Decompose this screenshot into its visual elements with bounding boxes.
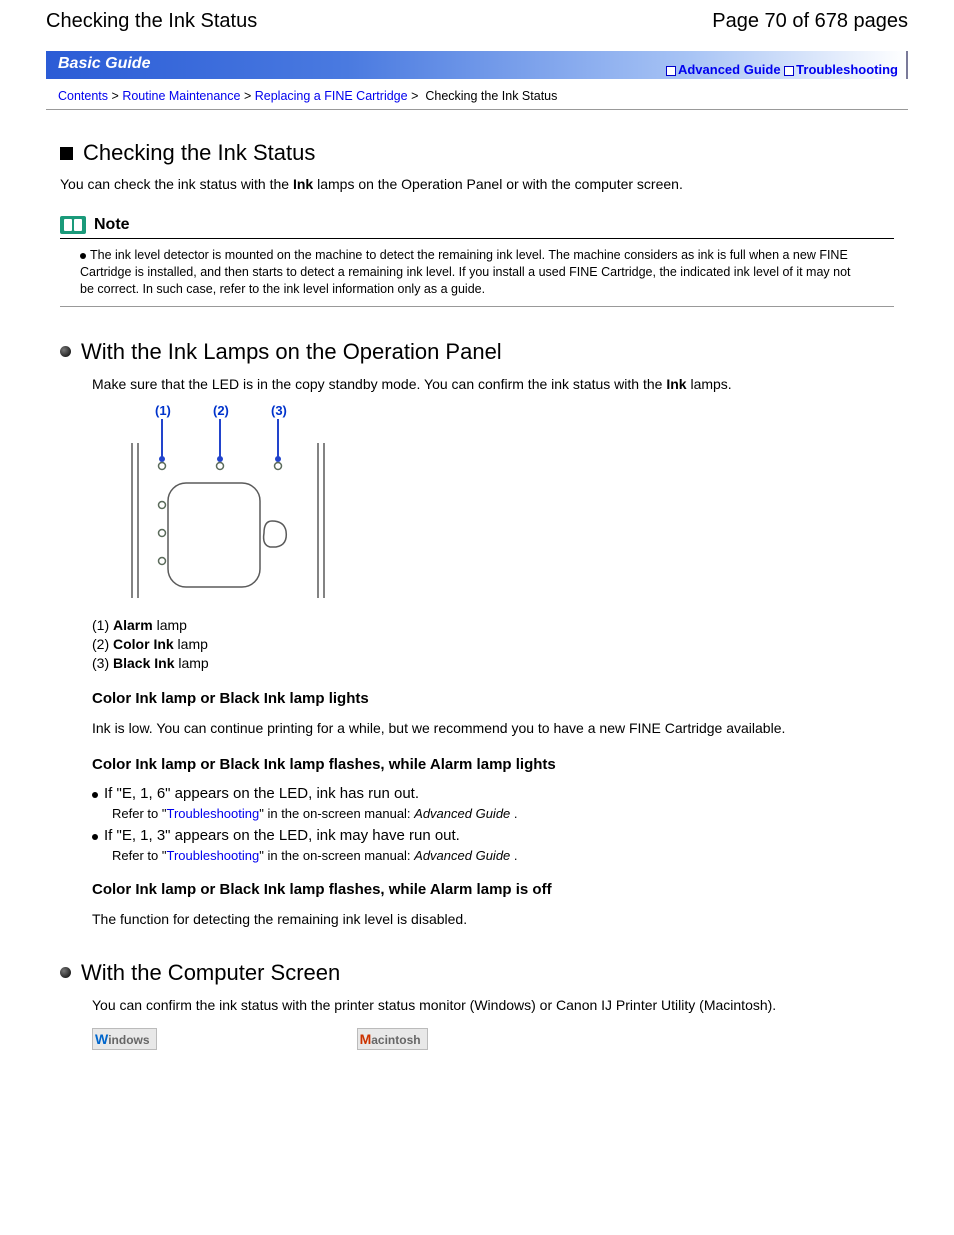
breadcrumb-routine[interactable]: Routine Maintenance [122, 89, 240, 103]
macintosh-badge: Macintosh [357, 1028, 428, 1050]
bullet-icon [92, 792, 98, 798]
breadcrumb-replacing[interactable]: Replacing a FINE Cartridge [255, 89, 408, 103]
advanced-guide-link[interactable]: Advanced Guide [678, 62, 781, 77]
note-title: Note [94, 216, 130, 234]
section2-intro: You can confirm the ink status with the … [92, 996, 894, 1014]
heading-3b: Color Ink lamp or Black Ink lamp flashes… [92, 756, 894, 773]
operation-panel-diagram: (1) (2) (3) [122, 403, 894, 606]
page-number: Page 70 of 678 pages [712, 10, 908, 33]
heading-2b: With the Computer Screen [81, 960, 340, 986]
banner: Basic Guide Advanced Guide Troubleshooti… [46, 51, 908, 79]
square-bullet-icon [60, 147, 73, 160]
bullet-icon [80, 253, 86, 259]
troubleshooting-ref-link[interactable]: Troubleshooting [166, 848, 259, 863]
heading-3a: Color Ink lamp or Black Ink lamp lights [92, 690, 894, 707]
round-bullet-icon [60, 967, 71, 978]
diagram-label-3: (3) [271, 403, 287, 418]
bullet-e16: If "E, 1, 6" appears on the LED, ink has… [104, 785, 419, 802]
windows-badge: Windows [92, 1028, 157, 1050]
troubleshooting-ref-link[interactable]: Troubleshooting [166, 806, 259, 821]
banner-title: Basic Guide [46, 51, 162, 77]
page-title: Checking the Ink Status [46, 10, 257, 33]
breadcrumb-sep: > [244, 89, 251, 103]
square-icon [666, 66, 676, 76]
breadcrumb-sep: > [411, 89, 418, 103]
breadcrumb-sep: > [112, 89, 119, 103]
troubleshooting-link[interactable]: Troubleshooting [796, 62, 898, 77]
breadcrumb-current: Checking the Ink Status [425, 89, 557, 103]
heading-3c: Color Ink lamp or Black Ink lamp flashes… [92, 881, 894, 898]
refer-line: Refer to "Troubleshooting" in the on-scr… [112, 848, 894, 863]
square-icon [784, 66, 794, 76]
breadcrumb: Contents > Routine Maintenance > Replaci… [46, 85, 908, 110]
bullet-icon [92, 834, 98, 840]
note-block: Note The ink level detector is mounted o… [60, 216, 894, 307]
heading-1: Checking the Ink Status [83, 140, 315, 166]
lamp-legend: (1) Alarm lamp (2) Color Ink lamp (3) Bl… [92, 616, 894, 673]
heading-2: With the Ink Lamps on the Operation Pane… [81, 339, 502, 365]
round-bullet-icon [60, 346, 71, 357]
para-3c: The function for detecting the remaining… [92, 910, 894, 928]
note-icon [60, 216, 86, 234]
para-3a: Ink is low. You can continue printing fo… [92, 719, 894, 737]
note-body-text: The ink level detector is mounted on the… [80, 248, 851, 296]
breadcrumb-contents[interactable]: Contents [58, 89, 108, 103]
section1-intro: Make sure that the LED is in the copy st… [92, 375, 894, 393]
refer-line: Refer to "Troubleshooting" in the on-scr… [112, 806, 894, 821]
intro-text: You can check the ink status with the In… [60, 176, 894, 192]
diagram-label-2: (2) [213, 403, 229, 418]
bullet-e13: If "E, 1, 3" appears on the LED, ink may… [104, 827, 460, 844]
diagram-label-1: (1) [155, 403, 171, 418]
